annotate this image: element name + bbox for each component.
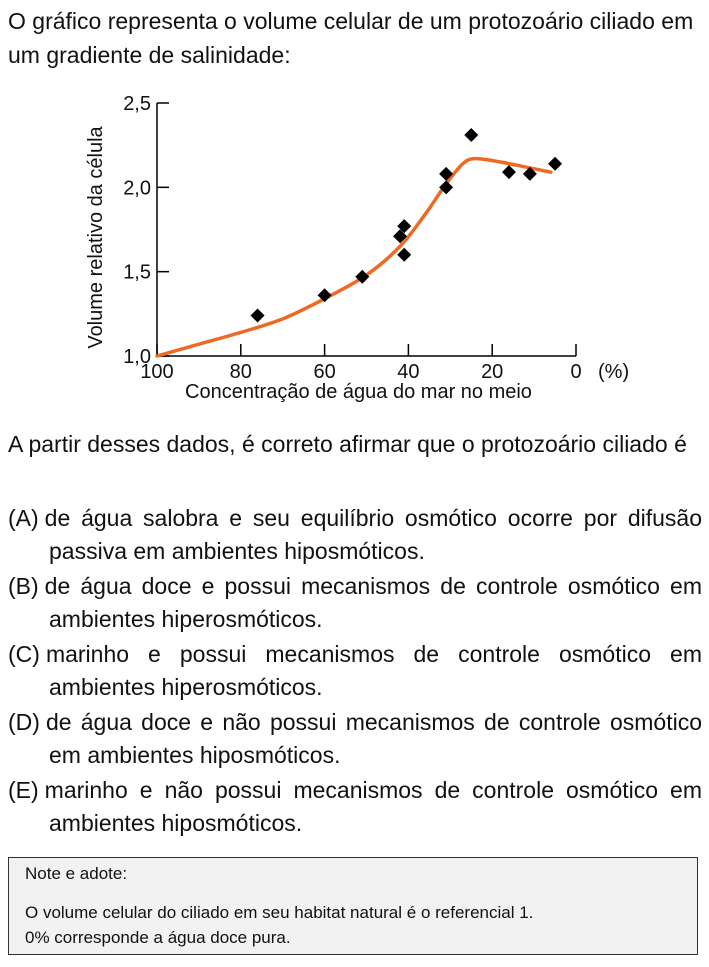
option-letter: (B) bbox=[8, 573, 39, 599]
option-a[interactable]: (A) de água salobra e seu equilíbrio osmó… bbox=[8, 502, 702, 568]
x-axis-title: Concentração de água do mar no meio bbox=[185, 381, 532, 403]
data-point-marker bbox=[397, 219, 412, 234]
y-tick-label: 2,5 bbox=[123, 93, 151, 115]
option-letter: (E) bbox=[8, 777, 39, 803]
x-tick-label: 80 bbox=[230, 361, 252, 383]
option-text: de água doce e não possui mecanismos de … bbox=[45, 709, 702, 768]
x-tick-label: 20 bbox=[481, 361, 503, 383]
note-box: Note e adote: O volume celular do ciliad… bbox=[8, 857, 698, 955]
note-line: O volume celular do ciliado em seu habit… bbox=[25, 903, 534, 922]
data-point-marker bbox=[439, 166, 454, 181]
trend-curve bbox=[155, 156, 553, 358]
data-point-marker bbox=[317, 288, 332, 303]
data-point-marker bbox=[439, 180, 454, 195]
note-line: 0% corresponde a água doce pura. bbox=[25, 928, 291, 947]
y-tick-label: 1,0 bbox=[123, 346, 151, 368]
note-title: Note e adote: bbox=[25, 864, 128, 883]
data-point-marker bbox=[522, 166, 537, 181]
cell-volume-chart: 1,0 1,5 2,0 2,5 100 80 60 40 20 0 (%) Concentração … bbox=[85, 93, 629, 403]
option-letter: (C) bbox=[8, 641, 40, 667]
intro-text: O gráfico representa o volume celular de… bbox=[8, 8, 694, 68]
option-d[interactable]: (D) de água doce e não possui mecanismos … bbox=[8, 706, 702, 772]
option-text: marinho e não possui mecanismos de contr… bbox=[44, 777, 702, 836]
y-tick-label: 1,5 bbox=[123, 262, 151, 284]
question-text: A partir desses dados, é correto afirmar… bbox=[8, 431, 687, 457]
option-c[interactable]: (C) marinho e possui mecanismos de contro… bbox=[8, 638, 702, 704]
data-point-marker bbox=[250, 308, 265, 323]
data-point-marker bbox=[464, 128, 479, 143]
x-tick-label: 0 bbox=[570, 361, 581, 383]
x-unit-label: (%) bbox=[598, 361, 629, 383]
option-text: de água doce e possui mecanismos de cont… bbox=[44, 573, 702, 632]
option-e[interactable]: (E) marinho e não possui mecanismos de co… bbox=[8, 774, 702, 840]
option-text: marinho e possui mecanismos de controle … bbox=[45, 641, 702, 700]
option-letter: (D) bbox=[8, 709, 40, 735]
x-tick-label: 100 bbox=[140, 361, 173, 383]
data-point-marker bbox=[501, 165, 516, 180]
data-point-marker bbox=[397, 247, 412, 262]
option-text: de água salobra e seu equilíbrio osmótic… bbox=[44, 505, 702, 564]
answer-options: (A) de água salobra e seu equilíbrio osmó… bbox=[8, 502, 702, 842]
x-tick-label: 40 bbox=[397, 361, 419, 383]
y-axis-title: Volume relativo da célula bbox=[85, 125, 107, 348]
data-point-marker bbox=[355, 269, 370, 284]
x-tick-label: 60 bbox=[313, 361, 335, 383]
option-letter: (A) bbox=[8, 505, 39, 531]
y-tick-label: 2,0 bbox=[123, 177, 151, 199]
data-point-marker bbox=[393, 229, 408, 244]
data-point-marker bbox=[548, 156, 563, 171]
option-b[interactable]: (B) de água doce e possui mecanismos de c… bbox=[8, 570, 702, 636]
